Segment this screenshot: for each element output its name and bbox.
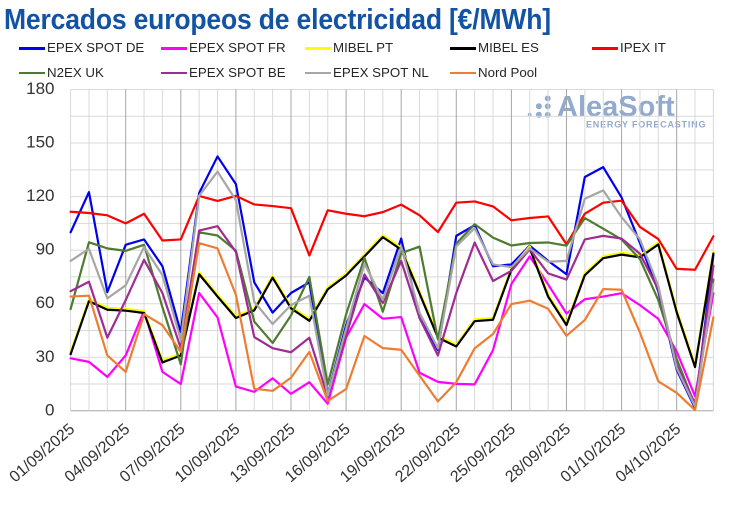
- svg-text:AleaSoft: AleaSoft: [557, 91, 675, 123]
- svg-text:ENERGY FORECASTING: ENERGY FORECASTING: [586, 120, 706, 130]
- svg-text:30: 30: [36, 347, 55, 366]
- svg-text:60: 60: [36, 293, 55, 312]
- svg-text:150: 150: [26, 133, 54, 152]
- svg-text:0: 0: [45, 400, 54, 419]
- svg-text:180: 180: [26, 79, 54, 98]
- svg-text:120: 120: [26, 186, 54, 205]
- svg-text:90: 90: [36, 240, 55, 259]
